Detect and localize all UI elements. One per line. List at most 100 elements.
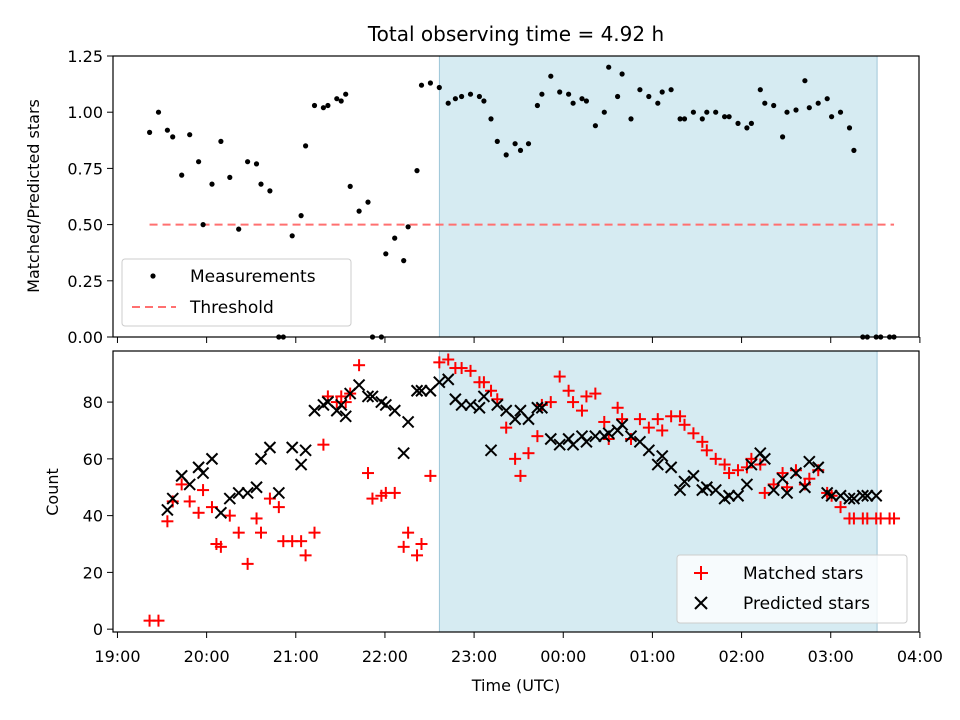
predicted-star-marker	[366, 390, 379, 403]
measurement-point	[258, 181, 264, 187]
measurement-point	[467, 91, 474, 97]
predicted-star-marker	[843, 492, 856, 505]
predicted-star-marker	[388, 404, 401, 417]
measurement-point	[356, 208, 362, 214]
measurement-point	[637, 87, 643, 93]
matched-star-marker	[500, 421, 513, 434]
measurement-point	[209, 181, 215, 187]
measurement-point	[392, 235, 398, 241]
matched-star-marker	[464, 364, 477, 377]
legend-matched-marker	[694, 566, 708, 580]
predicted-star-marker	[455, 398, 468, 412]
matched-star-marker	[553, 370, 566, 383]
measurement-point	[347, 183, 353, 189]
predicted-star-marker	[789, 466, 803, 480]
measurement-point	[677, 116, 683, 122]
predicted-star-marker	[776, 472, 789, 485]
measurement-point	[503, 152, 509, 158]
xtick-label: 02:00	[719, 647, 765, 666]
matched-star-marker	[415, 538, 428, 551]
predicted-star-marker	[678, 475, 691, 488]
measurement-point	[267, 188, 273, 194]
measurement-point	[539, 91, 545, 97]
bottom-ylabel: Count	[43, 468, 62, 516]
top-ytick-label: 1.00	[67, 103, 103, 122]
measurement-point	[147, 129, 153, 135]
measurement-point	[713, 109, 719, 115]
predicted-star-marker	[722, 489, 736, 502]
measurement-point	[628, 116, 634, 122]
predicted-star-marker	[361, 390, 375, 403]
measurement-point	[383, 251, 389, 257]
predicted-star-marker	[834, 489, 847, 502]
measurement-point	[418, 82, 425, 88]
matched-star-marker	[758, 486, 771, 499]
measurement-point	[401, 258, 407, 264]
measurement-point	[579, 96, 585, 102]
top-ytick-label: 0.75	[67, 159, 103, 178]
matched-star-marker	[718, 458, 731, 471]
matched-star-marker	[602, 432, 615, 445]
measurement-point	[334, 96, 340, 102]
matched-star-marker	[678, 418, 691, 431]
predicted-star-marker	[232, 486, 245, 500]
predicted-star-marker	[615, 418, 629, 432]
predicted-star-marker	[223, 492, 237, 505]
measurement-point	[793, 107, 799, 113]
top-ytick-label: 0.25	[67, 272, 103, 291]
matched-star-marker	[232, 526, 245, 539]
matched-star-marker	[272, 501, 285, 514]
matched-star-marker	[161, 515, 174, 528]
predicted-star-marker	[602, 427, 615, 440]
measurement-point	[427, 80, 433, 86]
measurement-point	[311, 102, 318, 109]
matched-star-marker	[509, 452, 522, 465]
measurement-point	[298, 213, 304, 219]
matched-star-marker	[567, 396, 580, 409]
predicted-star-marker	[544, 432, 557, 446]
top-legend: Measurements Threshold	[121, 258, 352, 327]
measurement-point	[744, 125, 750, 131]
measurement-point	[227, 174, 233, 180]
predicted-star-marker	[740, 478, 754, 491]
measurement-point	[517, 147, 524, 153]
measurement-point	[452, 96, 458, 102]
bottom-ytick-label: 0	[93, 620, 103, 639]
measurement-point	[179, 172, 185, 178]
matched-star-marker	[455, 362, 468, 375]
matched-star-marker	[250, 512, 263, 525]
legend-predicted-label: Predicted stars	[743, 594, 870, 614]
matched-star-marker	[214, 540, 227, 553]
top-plot-frame	[112, 55, 920, 338]
predicted-star-marker	[161, 503, 174, 517]
matched-star-marker	[295, 535, 308, 548]
matched-star-marker	[388, 486, 401, 499]
predicted-star-marker	[352, 378, 366, 392]
measurement-point	[780, 134, 786, 140]
measurement-point	[735, 120, 741, 126]
measurement-point	[200, 222, 206, 228]
predicted-star-marker	[254, 452, 268, 466]
xtick-label: 03:00	[808, 647, 854, 666]
predicted-star-marker	[731, 489, 745, 502]
bottom-ytick-label: 20	[83, 563, 103, 582]
legend-matched-label: Matched stars	[743, 564, 863, 584]
measurement-point	[615, 93, 621, 100]
matched-star-marker	[589, 387, 602, 400]
matched-star-marker	[575, 404, 588, 417]
predicted-star-marker	[651, 458, 664, 471]
matched-star-marker	[152, 614, 165, 627]
predicted-star-marker	[522, 412, 535, 426]
predicted-star-marker	[535, 401, 549, 414]
measurement-point	[512, 141, 518, 147]
matched-star-marker	[477, 376, 490, 389]
matched-star-marker	[433, 356, 446, 369]
measurement-point	[748, 120, 755, 126]
predicted-star-marker	[464, 398, 477, 412]
predicted-star-marker	[214, 506, 228, 519]
measurement-point	[606, 64, 612, 70]
matched-star-marker	[442, 353, 455, 366]
bottom-ytick-label: 60	[83, 450, 103, 469]
measurement-point	[619, 71, 625, 77]
